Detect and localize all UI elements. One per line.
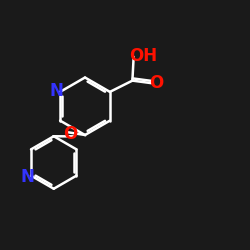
Text: O: O [150,74,164,92]
Text: N: N [20,168,34,186]
Text: OH: OH [129,46,157,64]
Text: N: N [50,82,64,100]
Text: O: O [64,126,78,144]
